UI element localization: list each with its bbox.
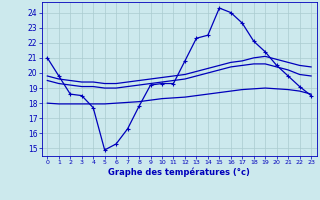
X-axis label: Graphe des températures (°c): Graphe des températures (°c)	[108, 168, 250, 177]
